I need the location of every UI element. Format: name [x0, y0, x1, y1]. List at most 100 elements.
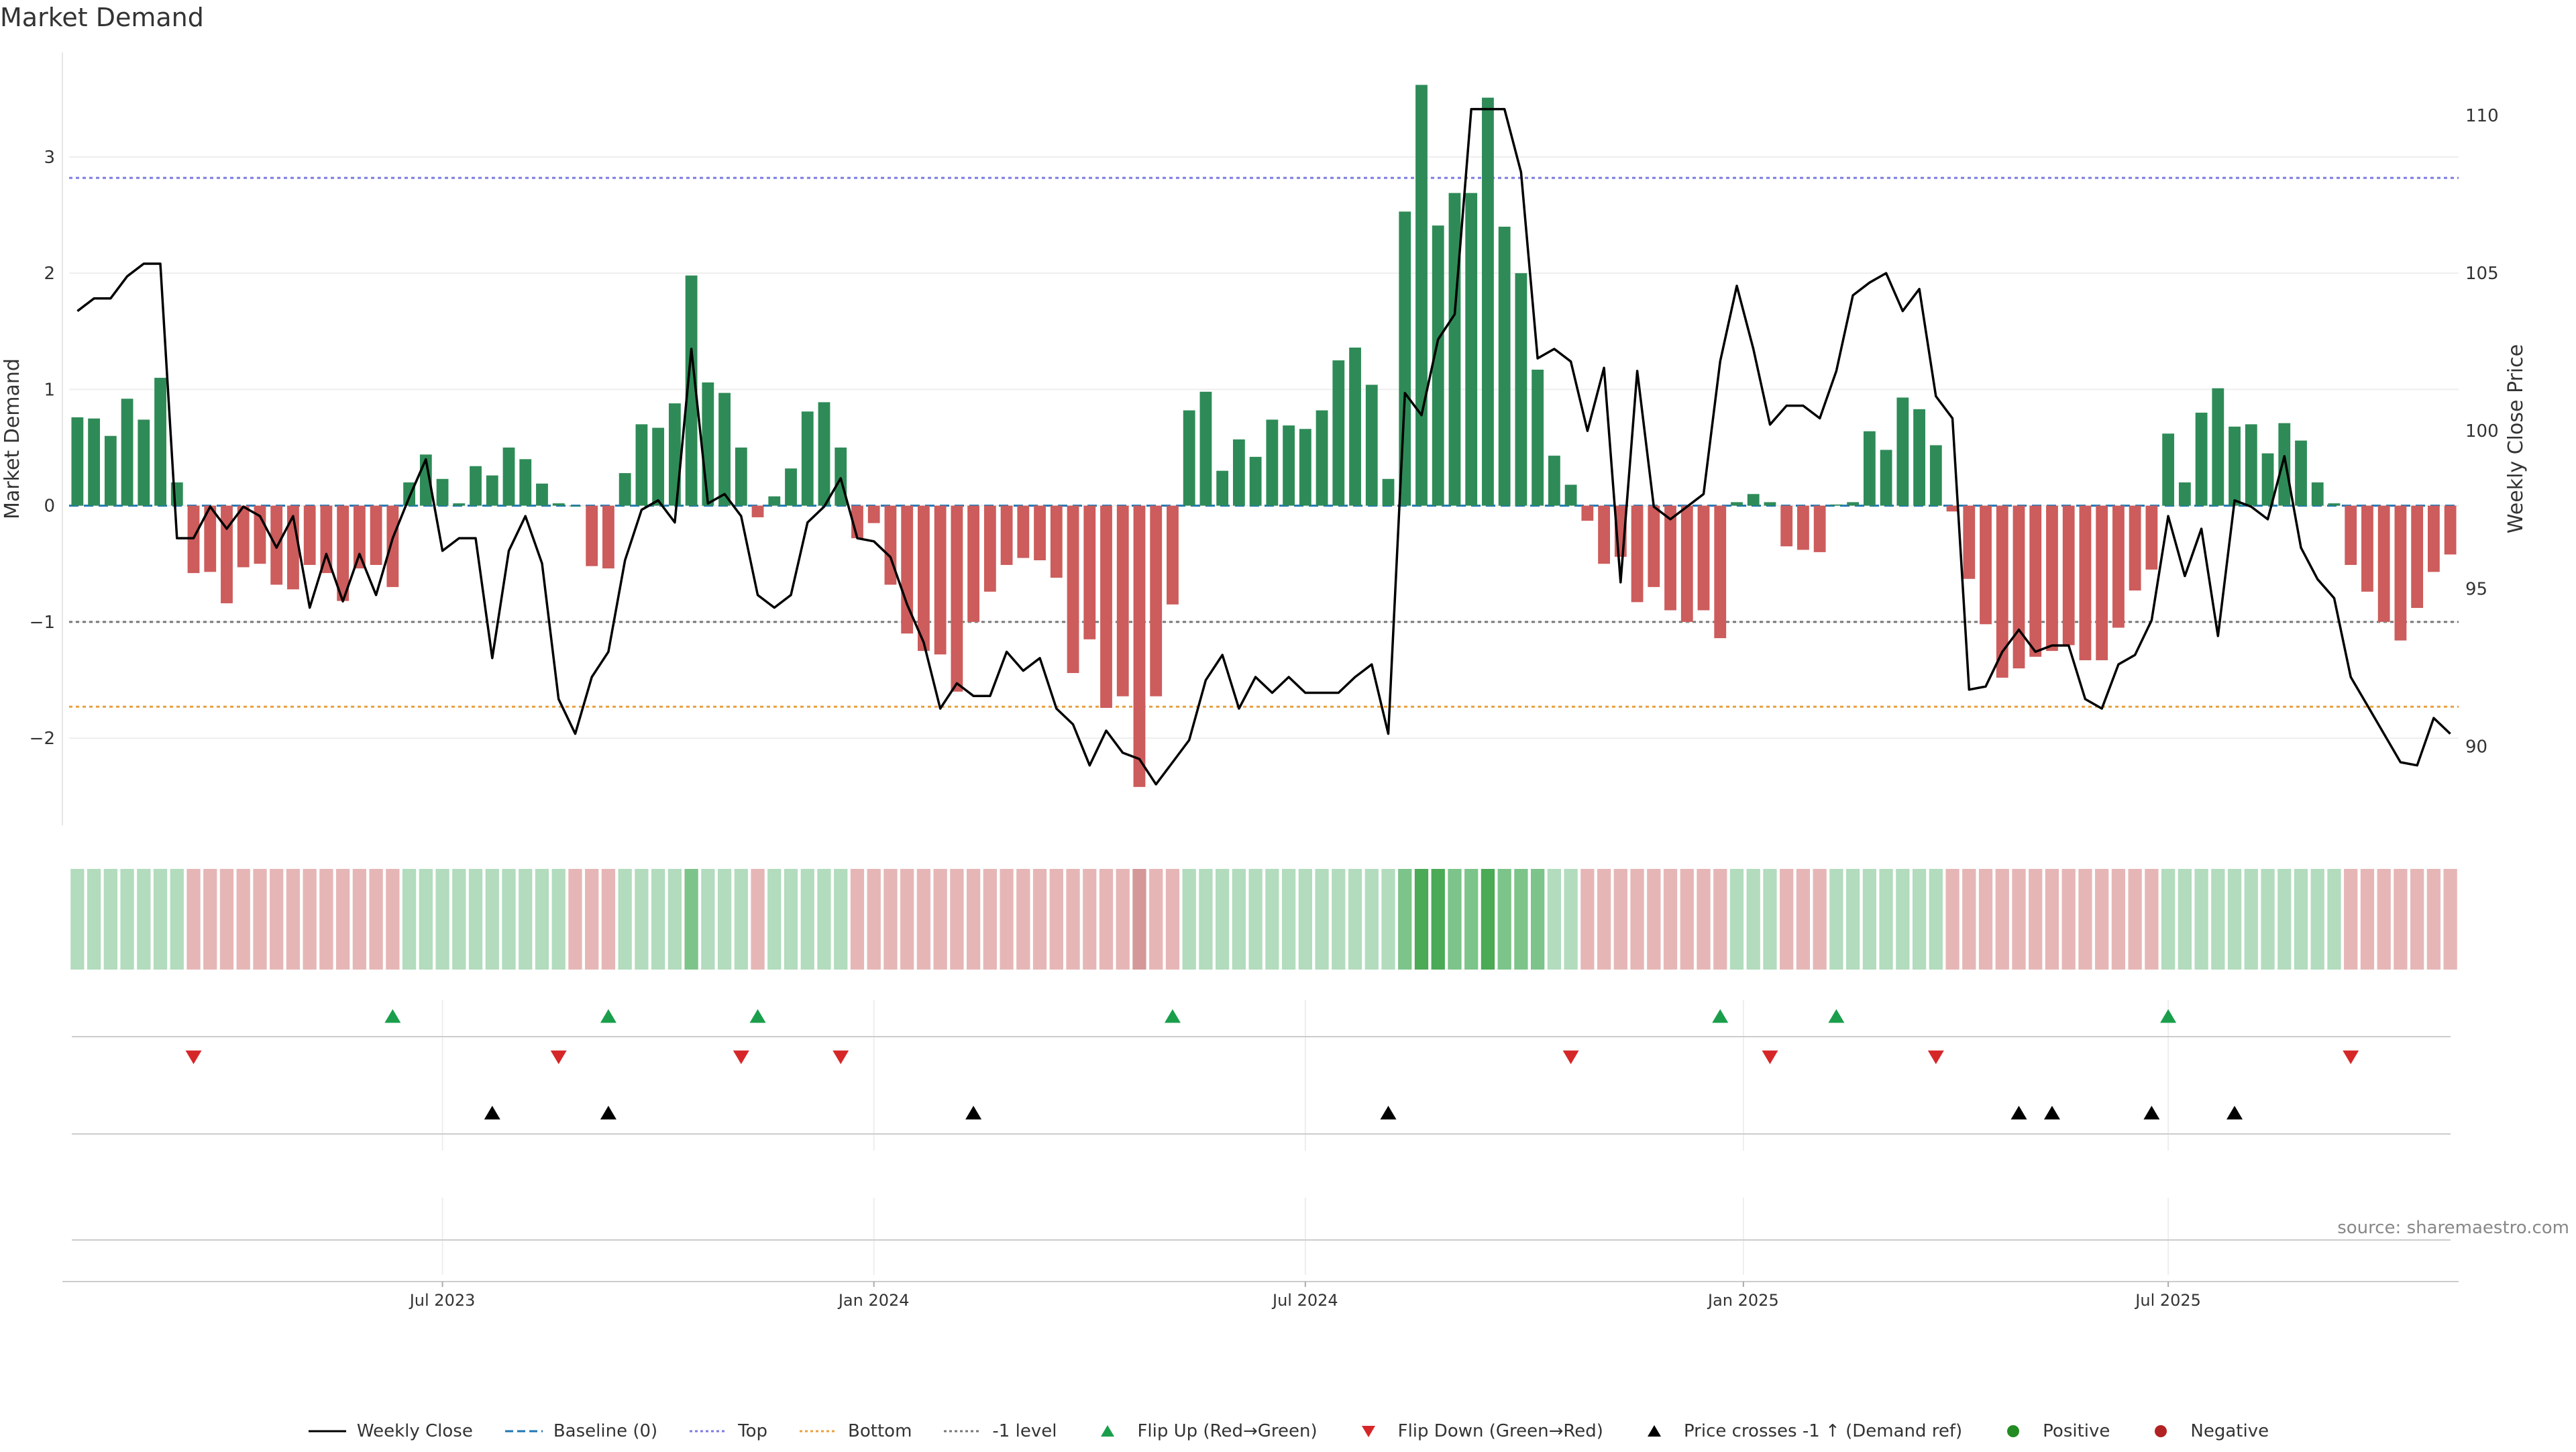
demand-bar-positive — [453, 503, 466, 506]
demand-bar-negative — [1714, 505, 1727, 639]
flip-up-marker — [1712, 1009, 1729, 1023]
demand-bar-negative — [867, 505, 880, 523]
demand-bar-positive — [785, 468, 797, 506]
demand-bar-negative — [1581, 505, 1594, 521]
heat-cell — [966, 869, 981, 970]
heat-cell — [1099, 869, 1114, 970]
demand-bar-negative — [1598, 505, 1610, 564]
heat-cell — [1431, 869, 1445, 970]
demand-bar-positive — [1448, 193, 1461, 506]
heat-cell — [1746, 869, 1760, 970]
demand-bar-negative — [320, 505, 333, 574]
flip-up-marker — [1164, 1009, 1181, 1023]
y2-tick-label: 110 — [2465, 106, 2499, 126]
reference-levels — [69, 176, 2459, 708]
demand-bar-positive — [1216, 470, 1229, 506]
heat-cell — [120, 869, 134, 970]
demand-bar-positive — [138, 419, 150, 506]
demand-bar-positive — [1249, 456, 1262, 506]
heat-cell — [1912, 869, 1927, 970]
heat-cell — [1995, 869, 2009, 970]
legend-label: Top — [738, 1421, 768, 1441]
demand-bar-negative — [2079, 505, 2092, 661]
demand-bar-positive — [1731, 502, 1743, 506]
demand-bar-positive — [1863, 431, 1876, 506]
legend-item: -1 level — [943, 1421, 1057, 1441]
demand-bar-positive — [2278, 423, 2291, 506]
heat-cell — [1729, 869, 1744, 970]
heat-cell — [2426, 869, 2441, 970]
demand-bar-negative — [901, 505, 914, 634]
demand-bar-positive — [436, 478, 449, 506]
demand-bar-positive — [1232, 439, 1245, 506]
dot-red-icon — [2155, 1425, 2167, 1437]
demand-bar-positive — [1316, 410, 1328, 506]
demand-bar-negative — [1034, 505, 1046, 561]
demand-bar-negative — [1067, 505, 1079, 674]
demand-bar-positive — [2162, 433, 2175, 506]
demand-bar-negative — [1963, 505, 1976, 579]
demand-bar-positive — [801, 411, 814, 506]
heat-cell — [2161, 869, 2176, 970]
heat-cell — [701, 869, 715, 970]
heat-cell — [1315, 869, 1329, 970]
legend: Weekly Close Baseline (0) Top Bottom -1 leve… — [0, 1421, 2576, 1441]
demand-bar-negative — [2096, 505, 2108, 661]
heat-cell — [2061, 869, 2076, 970]
legend-label: Bottom — [848, 1421, 912, 1441]
legend-label: Positive — [2043, 1421, 2110, 1441]
heat-cell — [87, 869, 101, 970]
price-cross-marker — [600, 1106, 616, 1120]
heat-cell — [452, 869, 466, 970]
flip-down-marker — [2343, 1050, 2359, 1064]
demand-bar-positive — [2195, 413, 2208, 506]
heat-cell — [916, 869, 931, 970]
demand-bar-negative — [2012, 505, 2025, 669]
demand-bar-positive — [1929, 445, 1942, 506]
heat-cell — [1531, 869, 1545, 970]
demand-bar-negative — [751, 505, 764, 517]
heat-cell — [1514, 869, 1528, 970]
heat-cell — [1032, 869, 1047, 970]
legend-item: Negative — [2141, 1421, 2269, 1441]
heat-cell — [1165, 869, 1180, 970]
demand-bar-positive — [2328, 503, 2341, 506]
demand-bar-negative — [983, 505, 996, 592]
demand-bar-negative — [1100, 505, 1112, 709]
legend-item: Weekly Close — [307, 1421, 473, 1441]
y-axis-label: Market Demand — [1, 358, 24, 519]
heat-cell — [1049, 869, 1063, 970]
demand-bar-negative — [1050, 505, 1063, 578]
heat-cell — [717, 869, 732, 970]
flip-down-marker — [833, 1050, 849, 1064]
heat-cell — [2261, 869, 2275, 970]
heat-cell — [667, 869, 682, 970]
demand-bar-positive — [104, 435, 117, 506]
demand-bar-positive — [1548, 456, 1560, 506]
heat-cell — [402, 869, 417, 970]
heat-cell — [153, 869, 168, 970]
heat-cell — [1547, 869, 1562, 970]
y-tick-label: −1 — [30, 613, 55, 633]
demand-bar-negative — [1083, 505, 1096, 639]
heat-cell — [1564, 869, 1578, 970]
heat-cell — [386, 869, 400, 970]
price-cross-marker — [2143, 1106, 2160, 1120]
heat-cell — [2029, 869, 2043, 970]
heat-cell — [1281, 869, 1296, 970]
triangle-up-green-icon — [1101, 1425, 1115, 1437]
heat-cell — [1663, 869, 1678, 970]
heat-cell — [1348, 869, 1362, 970]
heat-cell — [2012, 869, 2026, 970]
y2-tick-label: 100 — [2465, 421, 2499, 442]
heat-cell — [950, 869, 964, 970]
demand-bar-negative — [1150, 505, 1163, 696]
heat-cell — [137, 869, 151, 970]
demand-bar-positive — [1498, 226, 1511, 506]
legend-label: Price crosses -1 ↑ (Demand ref) — [1683, 1421, 1963, 1441]
heat-cell — [551, 869, 566, 970]
demand-bar-negative — [337, 505, 350, 601]
demand-bar-positive — [1299, 429, 1311, 506]
demand-bar-positive — [470, 466, 482, 506]
line-dotted-purple-icon — [690, 1430, 728, 1433]
